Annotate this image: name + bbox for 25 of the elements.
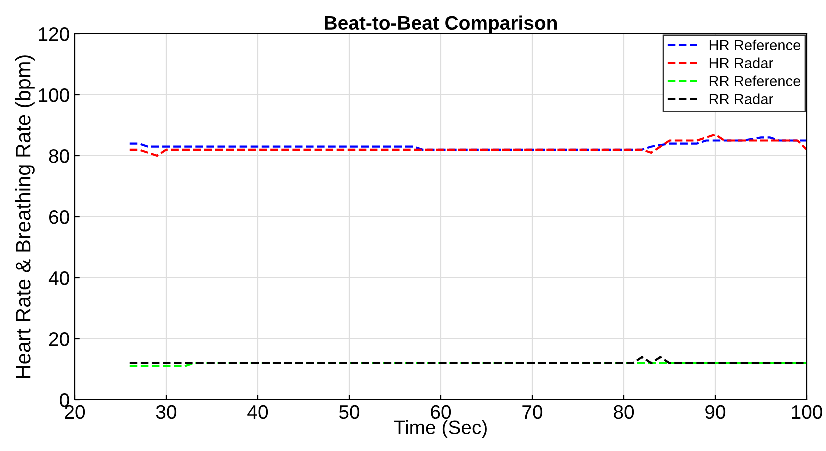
y-tick-label: 40 [48,271,70,286]
legend-label: RR Reference [710,76,801,86]
x-tick-label: 90 [706,405,726,420]
x-axis-title: Time (Sec) [394,420,487,438]
y-tick-label: 0 [60,393,70,408]
y-tick-label: 120 [39,27,70,42]
x-tick-label: 40 [248,405,268,420]
x-tick-label: 70 [522,405,543,420]
x-tick-label: 80 [614,405,634,420]
legend-label: HR Radar [710,58,774,69]
legend-label: RR Radar [710,94,774,104]
y-axis-title: Heart Rate & Breathing Rate (bpm) [16,56,35,378]
x-tick-label: 20 [65,405,86,420]
x-tick-label: 100 [792,405,822,420]
y-tick-label: 100 [39,88,70,102]
y-tick-label: 60 [50,210,70,224]
y-tick-label: 20 [49,332,70,346]
line-series [128,134,807,158]
legend-label: HR Reference [710,40,801,51]
x-tick-label: 60 [431,405,452,420]
x-tick-label: 30 [156,405,177,420]
line-series [128,136,807,151]
chart-title: Beat-to-Beat Comparison [325,16,558,34]
y-tick-label: 80 [49,149,70,164]
x-tick-label: 50 [339,405,360,420]
